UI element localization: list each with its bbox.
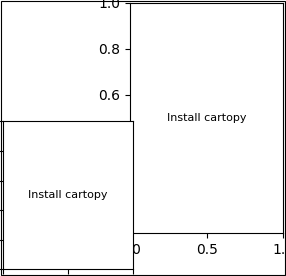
Text: Install cartopy: Install cartopy [28,190,108,200]
Text: Install cartopy: Install cartopy [167,113,246,123]
